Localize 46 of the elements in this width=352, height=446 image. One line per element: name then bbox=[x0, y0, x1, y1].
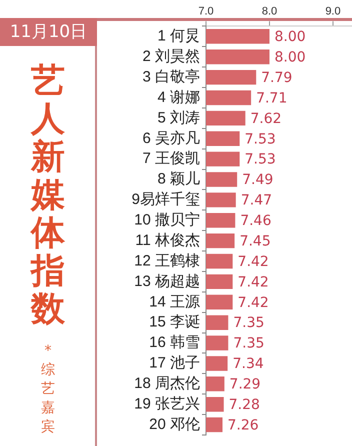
data-label: 8.00 bbox=[274, 29, 306, 46]
data-label: 7.46 bbox=[240, 213, 272, 230]
y-tick-label: 4 谢娜 bbox=[157, 88, 200, 106]
y-tick-label: 11 林俊杰 bbox=[135, 232, 200, 249]
y-tick-label: 2 刘昊然 bbox=[142, 48, 200, 65]
data-label: 7.35 bbox=[233, 336, 264, 352]
y-tick-label: 7 王俊凯 bbox=[142, 150, 200, 168]
y-tick-label: 9易烊千玺 bbox=[132, 191, 200, 208]
data-label: 7.45 bbox=[240, 233, 271, 250]
data-label: 7.53 bbox=[244, 131, 276, 148]
y-tick-label: 6 吴亦凡 bbox=[142, 130, 200, 147]
data-label: 7.42 bbox=[238, 294, 269, 311]
data-label: 7.71 bbox=[256, 90, 288, 106]
data-label: 7.49 bbox=[242, 172, 274, 188]
data-label: 7.79 bbox=[261, 70, 292, 86]
data-label: 7.34 bbox=[232, 356, 264, 372]
data-label: 7.53 bbox=[244, 152, 276, 168]
text: 11月10日 bbox=[0, 18, 97, 46]
y-tick-label: 20 邓伦 bbox=[149, 416, 200, 433]
y-tick-label: 10 撒贝宁 bbox=[134, 212, 200, 229]
x-tick-label: 9.0 bbox=[325, 6, 341, 18]
y-tick-label: 17 池子 bbox=[149, 354, 200, 372]
data-label: 7.29 bbox=[229, 376, 261, 393]
data-label: 7.62 bbox=[250, 110, 282, 127]
text: 艺人新媒体指数 bbox=[30, 61, 66, 329]
data-label: 7.47 bbox=[240, 192, 272, 209]
data-label: 7.42 bbox=[238, 274, 269, 290]
data-label: 7.42 bbox=[238, 254, 269, 270]
data-label: 8.00 bbox=[274, 50, 306, 66]
y-tick-label: 14 王源 bbox=[149, 293, 200, 310]
x-tick-label: 8.0 bbox=[262, 6, 278, 18]
y-tick-label: 18 周杰伦 bbox=[134, 375, 200, 392]
y-tick-label: 8 颖儿 bbox=[157, 170, 200, 188]
y-tick-label: 1 何炅 bbox=[157, 28, 200, 45]
y-tick-label: 15 李诞 bbox=[149, 314, 200, 331]
y-tick-label: 3 白敬亭 bbox=[142, 68, 200, 86]
text: * 综艺嘉宾 bbox=[40, 342, 56, 437]
y-tick-label: 13 杨超越 bbox=[134, 272, 200, 290]
y-tick-label: 16 韩雪 bbox=[149, 334, 200, 352]
x-tick-label: 7.0 bbox=[198, 6, 214, 18]
data-label: 7.28 bbox=[228, 396, 260, 413]
data-label: 7.35 bbox=[233, 315, 264, 332]
data-label: 7.26 bbox=[228, 417, 259, 434]
y-tick-label: 19 张艺兴 bbox=[134, 395, 200, 412]
y-tick-label: 5 刘涛 bbox=[157, 109, 200, 126]
y-tick-label: 12 王鹤棣 bbox=[134, 252, 200, 270]
